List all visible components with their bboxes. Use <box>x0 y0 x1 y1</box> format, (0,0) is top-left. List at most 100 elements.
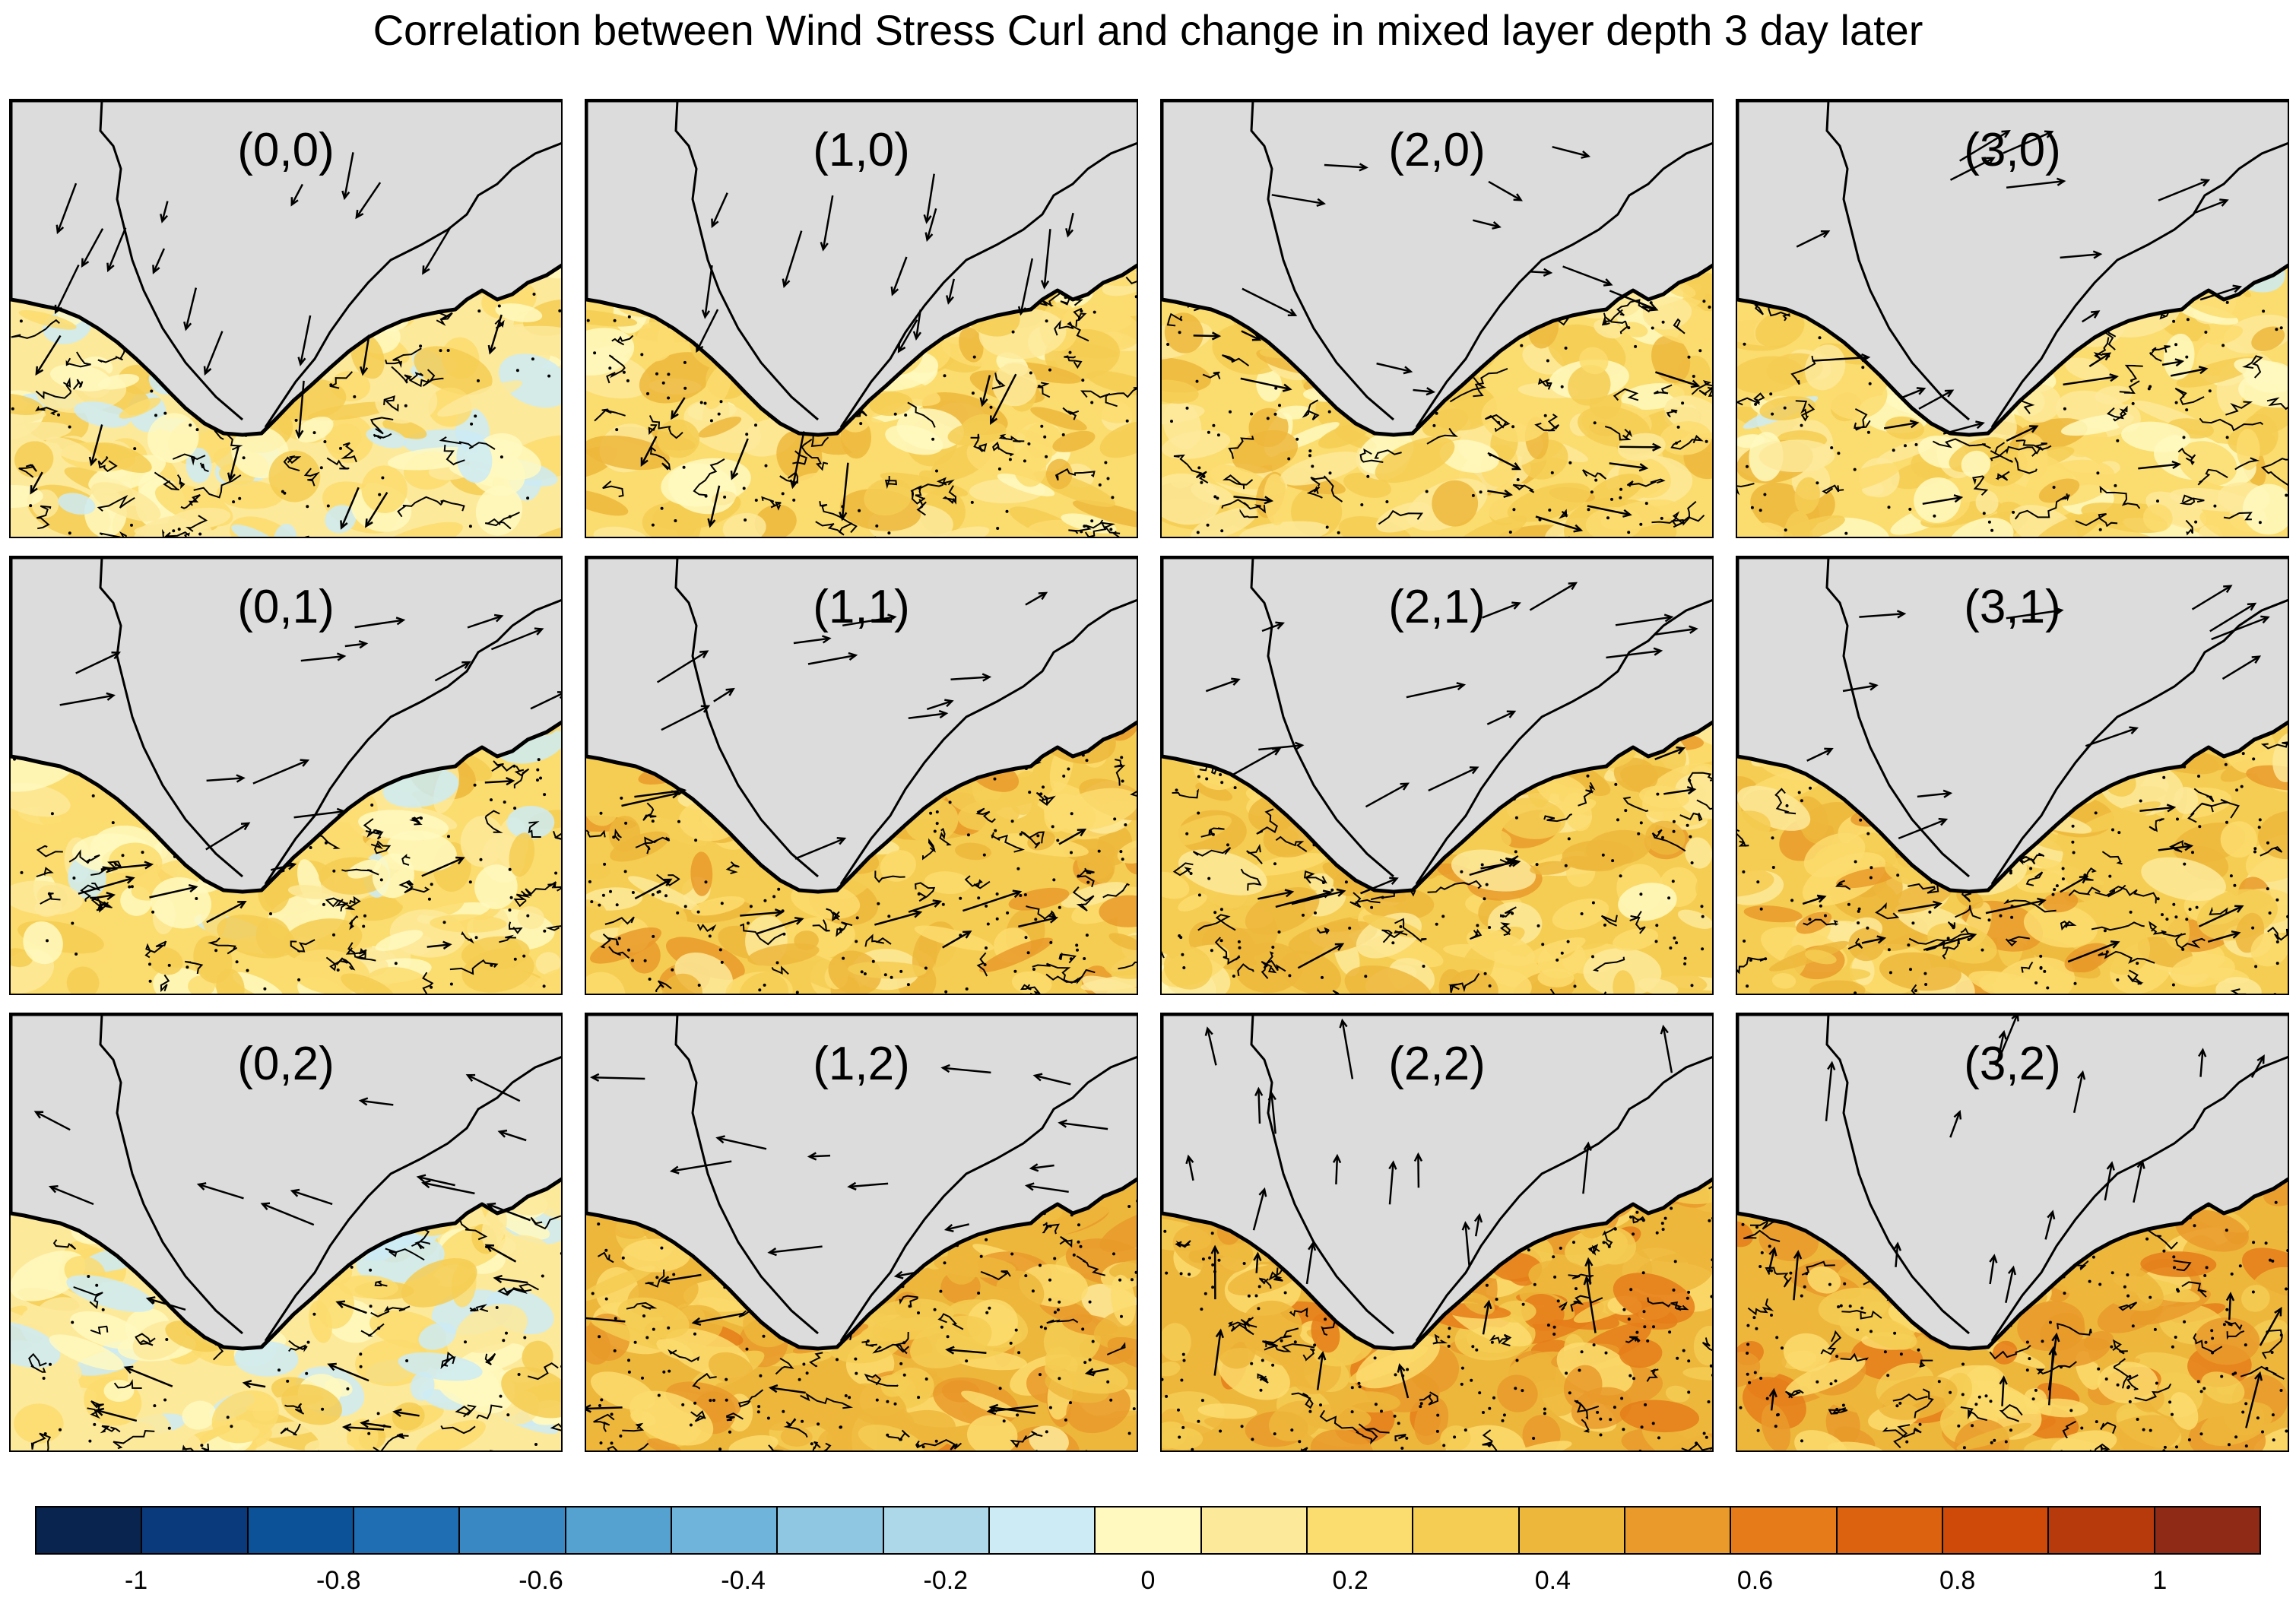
correlation-patch <box>639 352 714 404</box>
stipple-dot <box>2039 966 2043 970</box>
correlation-patch <box>1288 921 1378 955</box>
stipple-dot <box>1741 1222 1745 1226</box>
stipple-dot <box>642 1314 645 1317</box>
stipple-dot <box>1649 301 1653 305</box>
contour-line <box>2027 852 2045 861</box>
contour-line <box>1679 812 1703 822</box>
colorbar-tick-label: -0.4 <box>721 1566 766 1595</box>
stipple-dot <box>1051 825 1054 829</box>
contour-line <box>771 965 789 975</box>
stipple-dot <box>935 469 938 473</box>
stipple-dot <box>1839 1304 1843 1308</box>
wind-arrow <box>1768 1387 1777 1411</box>
stipple-dot <box>1436 1413 1440 1417</box>
stipple-dot <box>1830 446 1834 449</box>
wind-arrow <box>2005 1265 2017 1304</box>
wind-arrow <box>1473 1213 1483 1237</box>
correlation-patch <box>2250 931 2288 967</box>
contour-line <box>1084 522 1121 537</box>
correlation-patch <box>437 380 523 417</box>
stipple-dot <box>1197 1419 1200 1423</box>
wind-arrow <box>940 1064 991 1074</box>
correlation-patch <box>2123 1333 2166 1347</box>
stipple-dot <box>1259 1388 1263 1392</box>
correlation-patch <box>1638 978 1679 994</box>
stipple-dot <box>1560 385 1564 388</box>
stipple-dot <box>2069 1409 2073 1412</box>
stipple-dot <box>1700 905 1704 908</box>
correlation-patch <box>1807 1266 1841 1294</box>
stipple-dot <box>917 1396 921 1400</box>
contour-line <box>89 896 111 911</box>
wind-arrow <box>196 1182 244 1200</box>
stipple-dot <box>887 531 891 535</box>
stipple-dot <box>1502 915 1505 918</box>
stipple-dot <box>899 1438 902 1441</box>
contour-line <box>1448 973 1480 993</box>
contour-line <box>899 1295 918 1308</box>
stipple-dot <box>2174 915 2178 919</box>
correlation-patch <box>231 525 279 537</box>
stipple-dot <box>1655 1231 1659 1235</box>
stipple-dot <box>1170 420 1173 423</box>
contour-line <box>325 897 348 912</box>
stipple-dot <box>1692 375 1695 378</box>
contour-line <box>1995 471 2010 481</box>
stipple-dot <box>2009 1428 2012 1432</box>
stipple-dot <box>1273 412 1277 416</box>
contour-line <box>1955 905 1981 920</box>
contour-line <box>370 1305 411 1317</box>
correlation-patch <box>1089 848 1115 883</box>
correlation-patch <box>522 1340 553 1373</box>
contour-line <box>2099 485 2141 509</box>
stipple-dot <box>683 360 687 364</box>
wind-arrow <box>2198 905 2244 927</box>
stipple-dot <box>708 934 712 938</box>
wind-arrow <box>145 1296 186 1311</box>
stipple-dot <box>522 954 526 958</box>
stipple-dot <box>499 1394 503 1398</box>
stipple-dot <box>890 975 893 979</box>
stipple-dot <box>297 978 301 981</box>
stipple-dot <box>1040 424 1044 428</box>
stipple-dot <box>2110 1345 2114 1349</box>
stipple-dot <box>1607 1244 1611 1248</box>
contour-line <box>1559 509 1568 519</box>
stipple-dot <box>2139 799 2142 803</box>
contour-line <box>373 433 392 439</box>
stipple-dot <box>1668 1330 1672 1334</box>
stipple-dot <box>1366 474 1370 478</box>
stipple-dot <box>1952 926 1955 930</box>
correlation-patch <box>698 417 742 438</box>
stipple-dot <box>2162 775 2166 779</box>
stipple-dot <box>1502 1413 1506 1417</box>
correlation-patch <box>1755 310 1805 348</box>
correlation-patch <box>49 1334 124 1371</box>
wind-arrow <box>1065 212 1074 238</box>
contour-line <box>160 974 170 993</box>
stipple-dot <box>1091 1339 1095 1343</box>
stipple-dot <box>2238 1264 2242 1268</box>
stipple-dot <box>1758 509 1762 512</box>
stipple-dot <box>1687 1359 1691 1363</box>
stipple-dot <box>2162 1449 2166 1450</box>
contour-line <box>1358 1423 1390 1445</box>
stipple-dot <box>2258 521 2262 525</box>
stipple-dot <box>997 467 1001 471</box>
correlation-patch <box>1356 1335 1440 1389</box>
stipple-dot <box>1756 880 1760 884</box>
colorbar-swatch <box>566 1507 672 1553</box>
stipple-dot <box>198 532 202 536</box>
stipple-dot <box>621 1256 625 1260</box>
stipple-dot <box>2251 926 2255 930</box>
correlation-patch <box>363 966 436 994</box>
stipple-dot <box>940 1325 943 1329</box>
stipple-dot <box>163 411 167 415</box>
stipple-dot <box>534 1443 538 1446</box>
contour-line <box>385 347 422 368</box>
stipple-dot <box>763 983 766 987</box>
wind-arrow <box>493 1274 528 1284</box>
stipple-dot <box>977 896 981 900</box>
stipple-dot <box>2183 1320 2187 1324</box>
stipple-dot <box>419 344 423 348</box>
